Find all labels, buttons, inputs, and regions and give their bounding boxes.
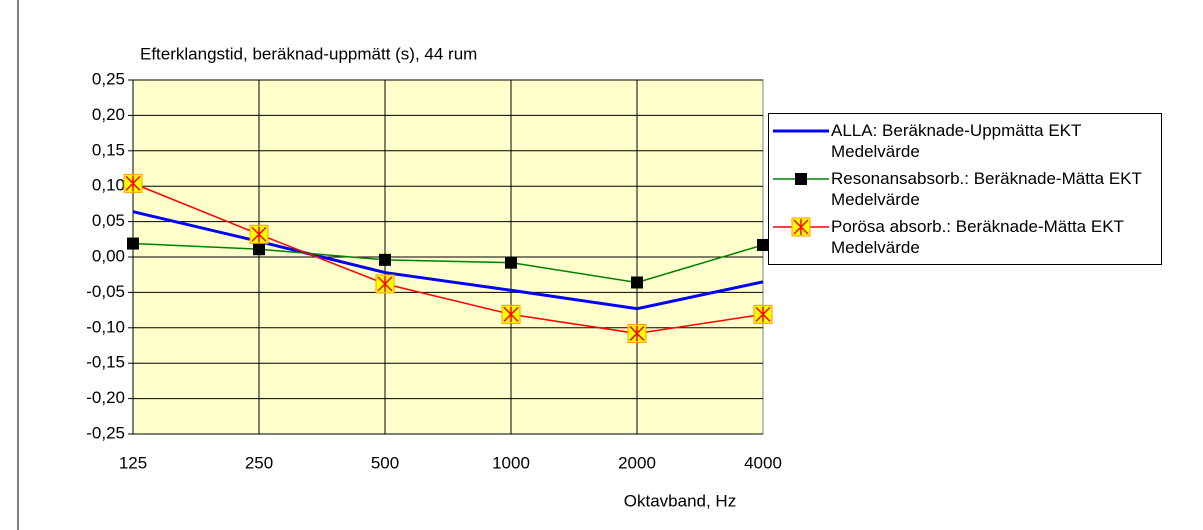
marker-square — [379, 253, 391, 266]
legend-swatch — [773, 173, 829, 185]
marker-star — [755, 306, 771, 323]
marker-square — [795, 173, 807, 185]
x-tick-label: 250 — [245, 453, 273, 472]
point — [127, 237, 139, 250]
series-line — [132, 182, 764, 335]
chart-title: Efterklangstid, beräknad-uppmätt (s), 44… — [140, 44, 477, 63]
point — [627, 323, 647, 343]
point — [123, 173, 143, 193]
point — [757, 238, 769, 251]
point — [379, 253, 391, 266]
point — [501, 304, 521, 324]
marker-square — [505, 256, 517, 269]
point — [375, 274, 395, 294]
x-tick-label: 4000 — [744, 453, 782, 472]
marker-square — [127, 237, 139, 250]
x-tick-label: 500 — [371, 453, 399, 472]
legend-entry: Porösa absorb.: Beräknade-Mätta EKT Mede… — [773, 216, 1157, 258]
y-tick-label: -0,25 — [86, 423, 125, 442]
marker-star — [503, 306, 519, 323]
point — [249, 224, 269, 244]
marker-square — [631, 276, 643, 289]
legend-label: ALLA: Beräknade-Uppmätta EKT Medelvärde — [831, 121, 1082, 161]
marker-star — [377, 275, 393, 292]
point — [631, 276, 643, 289]
legend-label: Porösa absorb.: Beräknade-Mätta EKT Mede… — [831, 217, 1124, 257]
x-axis-label: Oktavband, Hz — [624, 491, 736, 510]
series-line — [132, 242, 764, 284]
legend-swatch — [773, 217, 829, 237]
x-tick-label: 125 — [119, 453, 147, 472]
marker-star — [629, 325, 645, 342]
marker-star — [125, 175, 141, 192]
y-tick-label: -0,10 — [86, 317, 125, 336]
y-tick-label: 0,25 — [92, 69, 125, 88]
x-tick-label: 2000 — [618, 453, 656, 472]
y-tick-label: 0,15 — [92, 140, 125, 159]
legend-swatch — [773, 129, 829, 133]
marker-square — [757, 238, 769, 251]
y-tick-label: -0,20 — [86, 388, 125, 407]
point — [505, 256, 517, 269]
point — [753, 304, 773, 324]
marker-square — [253, 243, 265, 256]
legend-entry: ALLA: Beräknade-Uppmätta EKT Medelvärde — [773, 120, 1157, 162]
series-line — [132, 210, 764, 311]
point — [253, 243, 265, 256]
y-tick-label: -0,15 — [86, 353, 125, 372]
x-tick-label: 1000 — [492, 453, 530, 472]
y-tick-label: 0,05 — [92, 211, 125, 230]
y-tick-label: 0,10 — [92, 176, 125, 195]
marker-star — [251, 226, 267, 243]
y-tick-label: -0,05 — [86, 282, 125, 301]
legend: ALLA: Beräknade-Uppmätta EKT Medelvärde R… — [768, 113, 1162, 265]
y-tick-label: 0,20 — [92, 105, 125, 124]
legend-entry: Resonansabsorb.: Beräknade-Mätta EKT Med… — [773, 168, 1157, 210]
marker-star — [793, 219, 809, 235]
y-tick-label: 0,00 — [92, 246, 125, 265]
legend-label: Resonansabsorb.: Beräknade-Mätta EKT Med… — [831, 169, 1142, 209]
